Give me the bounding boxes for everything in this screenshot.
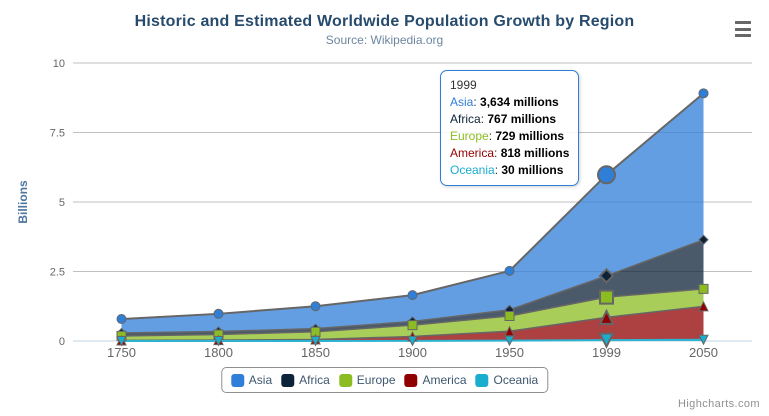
series-marker-circle[interactable] (504, 265, 515, 276)
series-marker-square[interactable] (407, 320, 418, 331)
y-axis-title: Billions (16, 180, 30, 224)
legend-item-europe[interactable]: Europe (338, 373, 396, 387)
legend-swatch (281, 373, 295, 387)
x-axis-label: 1800 (204, 345, 233, 360)
legend-swatch (230, 373, 244, 387)
series-marker-triangle-down[interactable] (698, 334, 709, 346)
y-axis-label: 10 (53, 58, 65, 70)
hamburger-menu-icon (735, 27, 751, 31)
legend-item-africa[interactable]: Africa (281, 373, 330, 387)
series-marker-square[interactable] (698, 283, 709, 294)
legend-item-oceania[interactable]: Oceania (475, 373, 539, 387)
series-marker-triangle-down[interactable] (116, 335, 127, 347)
series-marker-triangle[interactable] (698, 300, 709, 312)
legend-label: Europe (356, 373, 396, 387)
legend-label: Oceania (493, 373, 539, 387)
x-axis-label: 1900 (398, 345, 427, 360)
x-axis-label: 1850 (301, 345, 330, 360)
series-marker-square[interactable] (599, 289, 614, 305)
y-axis-label: 2.5 (50, 267, 65, 279)
series-marker-triangle-down[interactable] (598, 332, 615, 349)
series-marker-circle[interactable] (310, 301, 321, 312)
area-series-africa[interactable] (121, 239, 704, 336)
series-marker-circle[interactable] (116, 314, 127, 325)
series-marker-triangle-down[interactable] (213, 335, 224, 347)
series-marker-circle[interactable] (597, 165, 616, 185)
chart-title: Historic and Estimated Worldwide Populat… (134, 13, 635, 30)
legend-label: America (422, 373, 467, 387)
hamburger-menu-icon (735, 21, 751, 24)
legend-swatch (338, 373, 352, 387)
legend: Asia Africa Europe America Oceania (220, 367, 549, 393)
series-marker-diamond[interactable] (698, 234, 709, 245)
legend-swatch (475, 373, 489, 387)
series-marker-triangle-down[interactable] (504, 335, 515, 347)
legend-label: Asia (248, 373, 273, 387)
legend-swatch (404, 373, 418, 387)
y-axis-label: 0 (59, 336, 65, 348)
series-marker-triangle-down[interactable] (407, 335, 418, 347)
series-marker-square[interactable] (504, 311, 515, 322)
series-marker-triangle[interactable] (598, 308, 615, 325)
x-axis-label: 1750 (107, 345, 136, 360)
x-axis-label: 1999 (592, 345, 621, 360)
legend-item-asia[interactable]: Asia (230, 373, 273, 387)
credits-link[interactable]: Highcharts.com (677, 398, 760, 410)
series-marker-circle[interactable] (213, 308, 224, 319)
series-marker-circle[interactable] (407, 290, 418, 301)
y-axis-label: 5 (59, 197, 65, 209)
chart-subtitle: Source: Wikipedia.org (325, 33, 444, 47)
area-series-asia[interactable] (121, 93, 704, 333)
legend-item-america[interactable]: America (404, 373, 467, 387)
y-axis-label: 7.5 (50, 128, 65, 140)
x-axis-label: 2050 (689, 345, 718, 360)
legend-label: Africa (299, 373, 330, 387)
x-axis-label: 1950 (495, 345, 524, 360)
area-series-america[interactable] (121, 306, 704, 341)
series-marker-triangle-down[interactable] (310, 335, 321, 347)
series-marker-circle[interactable] (698, 88, 709, 99)
export-menu-button[interactable] (731, 18, 755, 40)
hamburger-menu-icon (735, 34, 751, 37)
series-marker-diamond[interactable] (598, 267, 615, 284)
